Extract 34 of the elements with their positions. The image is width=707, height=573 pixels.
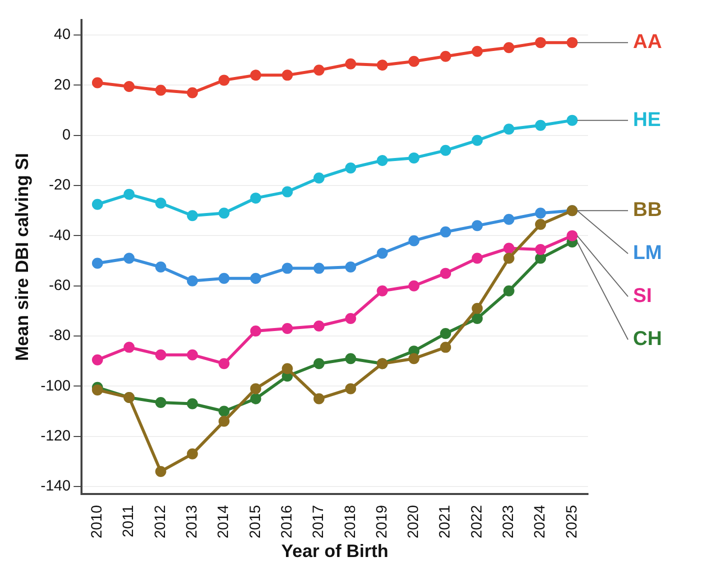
x-tick-label: 2025 (563, 505, 580, 538)
x-tick-label: 2014 (215, 505, 232, 538)
x-tick-label: 2013 (184, 505, 201, 538)
text: HE (633, 108, 661, 131)
x-tick-label: 2020 (405, 505, 422, 538)
x-tick-label: 2018 (342, 505, 359, 538)
x-tick-label: 2010 (88, 505, 106, 538)
y-tick-label: -20 (48, 176, 71, 194)
y-tick-label: -140 (40, 478, 71, 495)
y-tick-label: 40 (54, 26, 71, 44)
x-tick-label: 2023 (500, 505, 518, 538)
y-tick-label: -100 (40, 377, 71, 394)
text: BB (633, 199, 662, 222)
y-tick-label: -40 (48, 226, 71, 244)
x-tick-label: 2022 (468, 505, 486, 538)
x-tick-label: 2016 (278, 505, 296, 538)
x-tick-label: 2019 (373, 505, 390, 538)
x-axis-title: Year of Birth (281, 541, 388, 562)
text: LM (633, 242, 662, 264)
y-axis-title: Mean sire DBI calving SI (12, 152, 32, 362)
x-tick-label: 2021 (436, 505, 454, 538)
text: CH (633, 328, 662, 350)
x-tick-label: 2017 (310, 505, 328, 538)
y-tick-label: -120 (40, 427, 71, 444)
y-tick-label: -60 (48, 277, 71, 294)
text: AA (633, 31, 662, 54)
y-tick-label: 20 (54, 76, 71, 94)
x-tick-label: 2015 (246, 505, 264, 538)
y-tick-label: 0 (62, 126, 71, 144)
y-tick-label: -80 (48, 327, 71, 344)
x-tick-label: 2012 (152, 505, 169, 538)
x-tick-label: 2011 (120, 505, 138, 538)
text: SI (633, 285, 652, 308)
x-tick-label: 2024 (532, 505, 549, 538)
